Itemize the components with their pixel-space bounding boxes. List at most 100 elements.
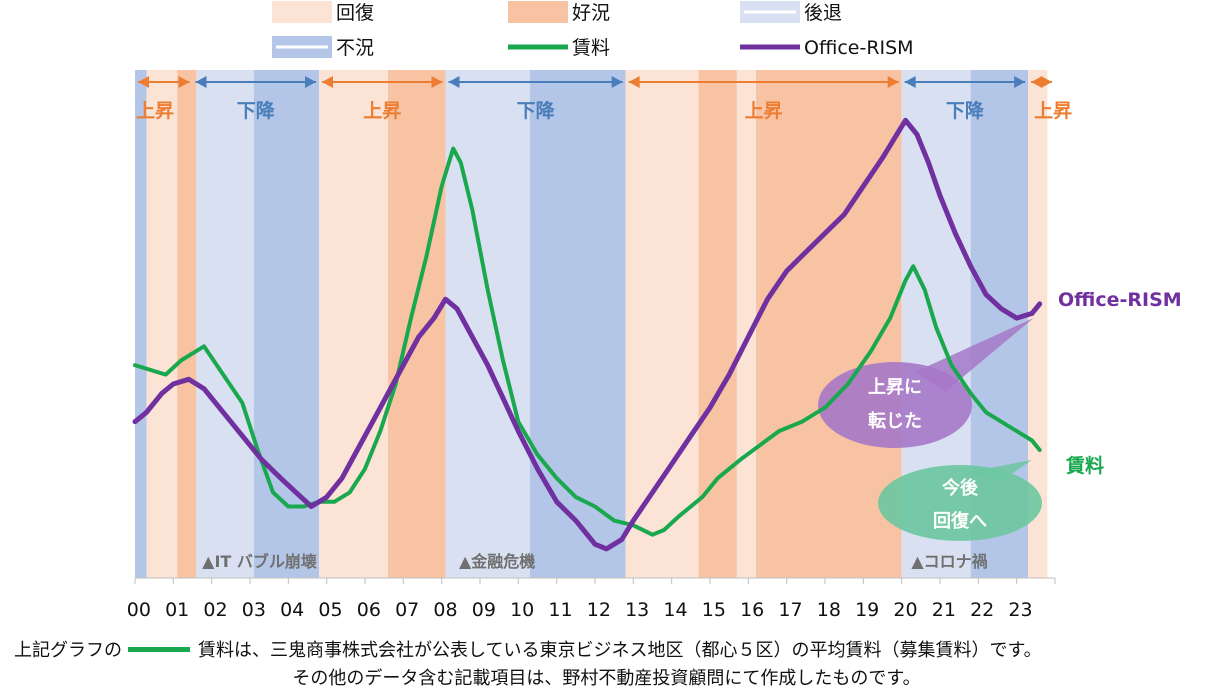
phase-band — [445, 70, 530, 578]
legend-label: Office-RISM — [804, 37, 914, 59]
callout-bubble — [818, 362, 972, 448]
legend-swatch — [272, 1, 332, 23]
trend-arrow-head-left — [138, 76, 149, 88]
phase-band — [146, 70, 178, 578]
phase-band — [1028, 70, 1048, 578]
trend-label: 上昇 — [363, 100, 401, 122]
phase-band — [698, 70, 737, 578]
trend-arrow-head-right — [305, 76, 316, 88]
series-lines — [132, 117, 1043, 552]
legend-entry: 後退 — [740, 1, 842, 24]
legend-label: 回復 — [336, 2, 374, 24]
x-tick-label: 09 — [472, 599, 496, 621]
x-tick-label: 11 — [548, 599, 572, 621]
trend-arrow-head-left — [448, 76, 460, 88]
trend-arrow: 下降 — [448, 76, 623, 122]
trend-arrow-head-left — [1031, 76, 1043, 88]
trend-arrow: 上昇 — [322, 76, 443, 122]
trend-arrow: 上昇 — [1031, 76, 1072, 122]
trend-label: 上昇 — [745, 100, 783, 122]
x-tick-label: 16 — [740, 599, 764, 621]
x-tick-label: 10 — [510, 599, 534, 621]
x-tick-label: 05 — [318, 599, 342, 621]
trend-arrow-head-left — [322, 76, 333, 88]
legend-label: 好況 — [572, 2, 610, 24]
trend-arrow: 下降 — [904, 76, 1026, 122]
x-tick-label: 07 — [395, 599, 419, 621]
trend-arrow: 上昇 — [136, 76, 190, 122]
trend-label: 下降 — [946, 99, 985, 122]
x-tick-label: 08 — [433, 599, 457, 621]
event-label: ▲コロナ禍 — [911, 552, 987, 571]
series-end-label: Office-RISM — [1058, 289, 1182, 311]
phase-band — [388, 70, 446, 578]
x-tick-label: 18 — [817, 599, 841, 621]
x-tick-label: 13 — [625, 599, 649, 621]
footnote-lead: 上記グラフの — [14, 640, 122, 661]
legend-label: 不況 — [336, 37, 374, 59]
legend-swatch — [508, 1, 568, 23]
trend-arrow-head-left — [628, 76, 640, 88]
phase-band — [756, 70, 902, 578]
event-markers: ▲IT バブル崩壊 ▲金融危機 ▲コロナ禍 — [202, 552, 987, 571]
series-line — [133, 146, 1042, 537]
legend-entry: 回復 — [272, 1, 374, 24]
phase-band — [253, 70, 319, 578]
x-tick-label: 17 — [778, 599, 802, 621]
callout-line: 回復へ — [933, 510, 987, 532]
trend-label: 上昇 — [136, 100, 174, 122]
footnote-line-2: その他のデータ含む記載項目は、野村不動産投資顧問にて作成したものです。 — [292, 668, 921, 689]
legend-entry: 不況 — [272, 36, 374, 59]
event-label: ▲IT バブル崩壊 — [202, 552, 318, 571]
series-line — [132, 117, 1043, 552]
series-end-labels: Office-RISM 賃料 — [1058, 289, 1182, 477]
x-tick-label: 06 — [357, 599, 381, 621]
trend-arrow: 上昇 — [628, 76, 899, 122]
footnote-rent-swatch — [128, 647, 190, 652]
x-tick-label: 20 — [893, 599, 917, 621]
phase-bands — [135, 70, 1048, 578]
x-tick-label: 22 — [970, 599, 994, 621]
x-tick-label: 01 — [165, 599, 189, 621]
trend-arrow-head-left — [904, 76, 916, 88]
callout-line: 上昇に — [868, 377, 922, 398]
legend-entry: Office-RISM — [740, 37, 914, 59]
phase-band — [177, 70, 197, 578]
x-tick-label: 15 — [702, 599, 726, 621]
x-tick-label: 12 — [587, 599, 611, 621]
x-tick-label: 00 — [127, 599, 151, 621]
callout-line: 転じた — [868, 410, 922, 432]
phase-band — [135, 70, 147, 578]
x-tick-label: 02 — [203, 599, 227, 621]
event-label: ▲金融危機 — [459, 552, 535, 571]
x-tick-label: 03 — [242, 599, 266, 621]
trend-arrow: 下降 — [195, 76, 316, 122]
legend-entry: 賃料 — [508, 37, 610, 59]
trend-label: 下降 — [237, 99, 276, 122]
legend-label: 後退 — [804, 2, 842, 24]
x-tick-label: 19 — [855, 599, 879, 621]
callout-line: 今後 — [942, 477, 979, 499]
x-tick-label: 21 — [932, 599, 956, 621]
legend-entry: 好況 — [508, 1, 610, 24]
x-tick-label: 23 — [1008, 599, 1032, 621]
trend-arrow-head-right — [1014, 76, 1026, 88]
trend-arrow-head-right — [611, 76, 623, 88]
x-tick-label: 04 — [280, 599, 304, 621]
phase-band — [529, 70, 626, 578]
trend-arrow-head-right — [887, 76, 899, 88]
trend-label: 下降 — [517, 99, 556, 122]
trend-arrow-head-right — [431, 76, 443, 88]
footnote-rest: 賃料は、三鬼商事株式会社が公表している東京ビジネス地区（都心５区）の平均賃料（募… — [198, 640, 1042, 661]
trend-label: 上昇 — [1034, 100, 1072, 122]
trend-arrow-head-right — [178, 76, 190, 88]
x-axis: 00 01 02 03 04 05 06 07 08 09 10 11 12 13 14 15 16 17 18 19… — [127, 577, 1056, 621]
legend-label: 賃料 — [572, 37, 610, 59]
trend-arrow-head-right — [1041, 76, 1052, 88]
callout-bubble — [878, 465, 1042, 541]
